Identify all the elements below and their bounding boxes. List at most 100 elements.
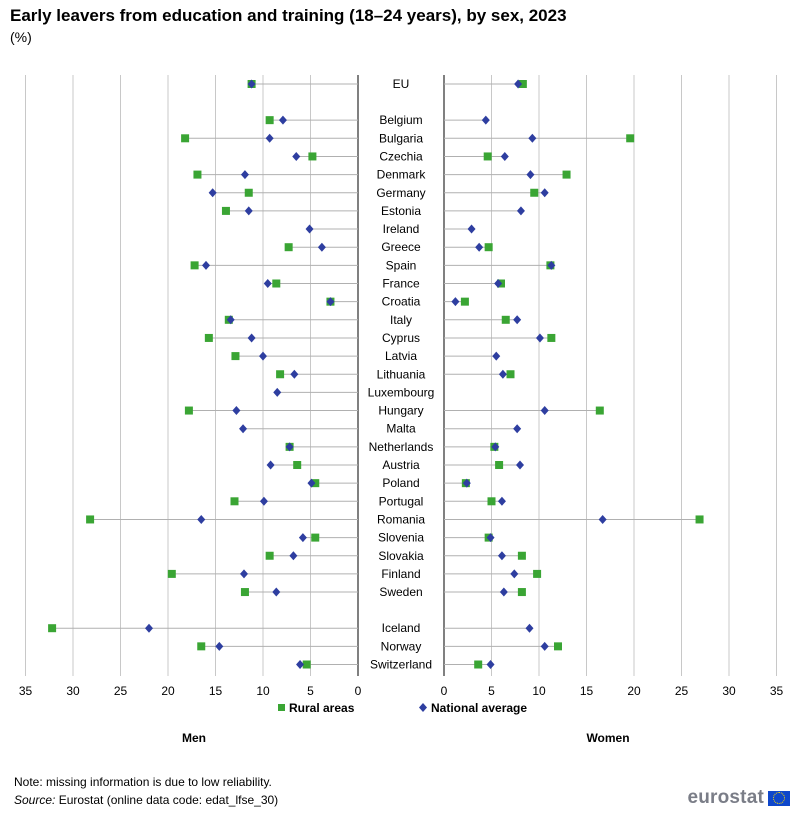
national-marker (226, 315, 235, 325)
national-marker (462, 478, 471, 488)
national-marker (491, 442, 500, 452)
x-tick-label: 25 (675, 684, 689, 698)
rural-marker (265, 116, 274, 125)
x-tick-label: 30 (66, 684, 80, 698)
legend-national-swatch (419, 703, 427, 712)
category-label: Luxembourg (368, 385, 435, 399)
legend-rural-label: Rural areas (289, 701, 355, 715)
rural-marker (517, 588, 526, 597)
national-marker (540, 641, 549, 651)
national-marker (499, 587, 508, 597)
rural-marker (554, 642, 562, 651)
national-marker (598, 514, 607, 524)
category-label: Belgium (379, 113, 422, 127)
rural-marker (483, 152, 492, 161)
national-marker (272, 587, 281, 597)
national-marker (510, 569, 519, 579)
rural-marker (272, 279, 281, 288)
category-label: France (382, 277, 420, 291)
rural-marker (197, 642, 206, 651)
rural-marker (184, 406, 193, 415)
national-marker (475, 242, 484, 252)
national-marker (514, 79, 523, 89)
category-label: Lithuania (377, 367, 426, 381)
rural-marker (221, 206, 230, 215)
national-marker (526, 170, 535, 180)
national-marker (317, 242, 326, 252)
category-label: Italy (390, 313, 412, 327)
national-marker (528, 133, 537, 143)
national-marker (240, 170, 249, 180)
national-marker (535, 333, 544, 343)
national-marker (240, 569, 248, 579)
national-marker (500, 151, 509, 161)
footnote: Note: missing information is due to low … (14, 775, 272, 789)
rural-marker (595, 406, 604, 415)
x-tick-label: 35 (770, 684, 784, 698)
rural-marker (487, 497, 496, 506)
national-marker (498, 369, 507, 379)
rural-marker (302, 660, 311, 669)
eurostat-logo: eurostat (687, 787, 790, 809)
panel-label-men: Men (182, 731, 206, 745)
rural-marker (506, 370, 515, 379)
category-label: Austria (382, 458, 420, 472)
rural-marker (193, 170, 202, 179)
rural-marker (167, 569, 176, 578)
category-label: Hungary (378, 404, 423, 418)
category-label: Iceland (382, 621, 421, 635)
national-marker (259, 496, 268, 506)
category-label: Germany (376, 186, 425, 200)
chart-title: Early leavers from education and trainin… (10, 6, 567, 25)
panel-label-women: Women (586, 731, 629, 745)
national-marker (197, 514, 206, 524)
category-label: Ireland (383, 222, 420, 236)
legend-national-label: National average (431, 701, 527, 715)
category-label: Norway (381, 639, 422, 653)
rural-marker (293, 461, 302, 469)
rural-marker (308, 152, 317, 161)
national-marker (497, 496, 506, 506)
national-marker (265, 133, 274, 143)
rural-marker (533, 569, 542, 578)
x-tick-label: 30 (722, 684, 736, 698)
category-label: Portugal (379, 494, 424, 508)
rural-marker (231, 352, 240, 361)
national-marker (247, 333, 256, 343)
national-marker (492, 351, 501, 361)
rural-marker (48, 624, 57, 633)
category-label: Bulgaria (379, 131, 423, 145)
rural-marker (265, 551, 274, 560)
rural-marker (484, 243, 493, 252)
national-marker (239, 424, 248, 434)
category-label: Netherlands (369, 440, 434, 454)
source-text: Eurostat (online data code: edat_lfse_30… (55, 793, 279, 807)
rural-marker (530, 188, 539, 197)
national-marker (486, 533, 495, 543)
national-marker (516, 460, 524, 470)
category-label: EU (393, 77, 410, 91)
rural-marker (501, 315, 510, 324)
category-label: Sweden (379, 585, 422, 599)
category-label: Romania (377, 512, 425, 526)
category-label: Slovakia (378, 549, 424, 563)
national-marker (244, 206, 253, 216)
rural-marker (695, 515, 704, 524)
x-tick-label: 20 (161, 684, 175, 698)
national-marker (292, 151, 301, 161)
national-marker (451, 297, 460, 307)
eu-flag-icon (768, 790, 790, 806)
chart-subtitle: (%) (10, 29, 32, 45)
national-marker (326, 297, 335, 307)
category-label: Czechia (379, 149, 423, 163)
category-label: Estonia (381, 204, 421, 218)
x-tick-label: 15 (580, 684, 594, 698)
national-marker (298, 533, 307, 543)
national-marker (513, 424, 522, 434)
category-label: Latvia (385, 349, 417, 363)
national-marker (547, 260, 556, 270)
rural-marker (562, 170, 571, 179)
rural-marker (311, 533, 320, 542)
national-marker (232, 406, 241, 416)
national-marker (296, 660, 305, 669)
